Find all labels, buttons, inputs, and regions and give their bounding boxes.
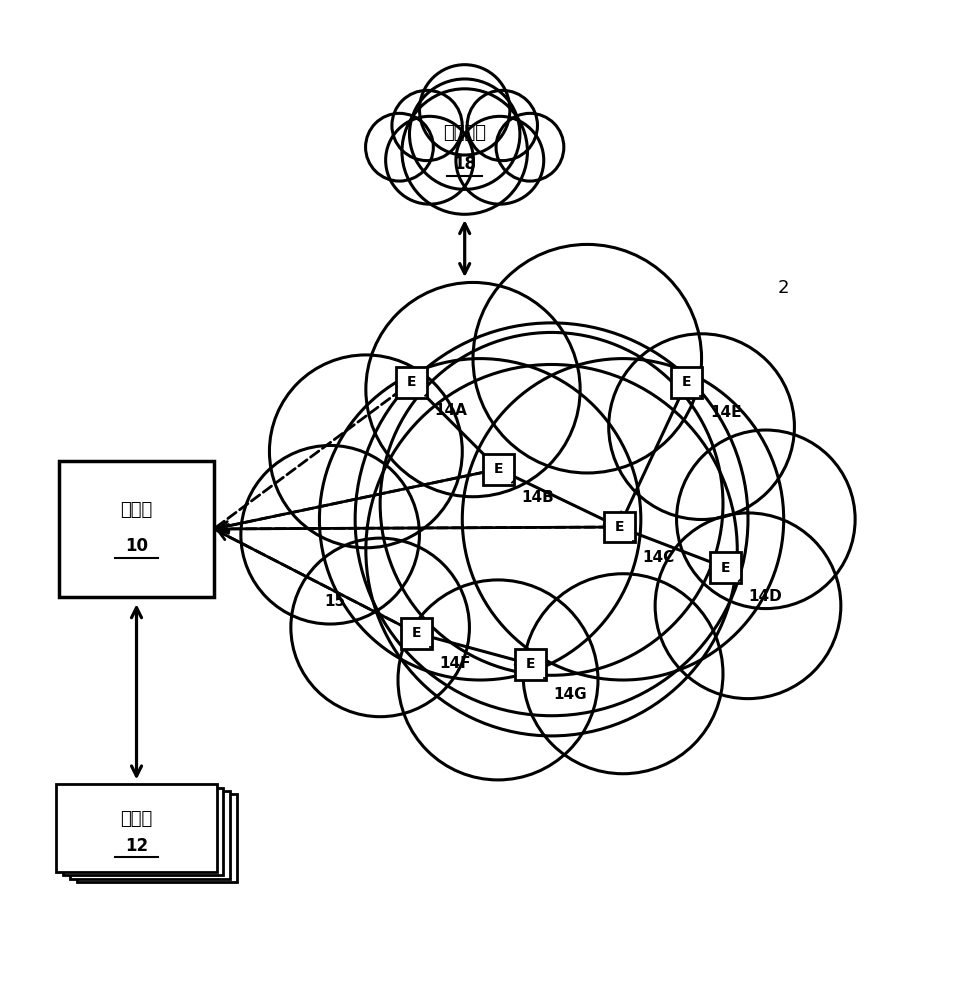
Text: E: E <box>407 375 416 389</box>
Text: E: E <box>526 657 535 671</box>
FancyBboxPatch shape <box>604 512 635 542</box>
Circle shape <box>380 332 723 675</box>
Text: E: E <box>681 375 691 389</box>
Text: E: E <box>720 561 730 575</box>
Circle shape <box>523 574 723 774</box>
Circle shape <box>473 244 702 473</box>
Circle shape <box>269 355 463 548</box>
Circle shape <box>419 65 510 155</box>
Text: E: E <box>411 626 421 640</box>
FancyBboxPatch shape <box>710 552 741 583</box>
Circle shape <box>496 113 563 181</box>
FancyBboxPatch shape <box>515 649 546 680</box>
Circle shape <box>385 116 473 204</box>
Text: 14A: 14A <box>435 403 468 418</box>
Text: 14B: 14B <box>522 490 555 505</box>
Text: 14E: 14E <box>710 405 741 420</box>
Text: 控制器: 控制器 <box>120 501 153 519</box>
Text: E: E <box>494 462 503 476</box>
Circle shape <box>290 538 469 717</box>
FancyBboxPatch shape <box>401 618 432 649</box>
FancyBboxPatch shape <box>63 788 224 875</box>
Text: 10: 10 <box>125 537 148 555</box>
Text: E: E <box>615 520 624 534</box>
FancyBboxPatch shape <box>70 791 230 879</box>
FancyBboxPatch shape <box>56 784 217 872</box>
Circle shape <box>319 359 641 680</box>
Circle shape <box>677 430 855 609</box>
Circle shape <box>398 580 598 780</box>
FancyBboxPatch shape <box>483 454 514 485</box>
Circle shape <box>655 513 841 699</box>
Circle shape <box>366 364 738 736</box>
Circle shape <box>366 282 580 497</box>
Circle shape <box>241 445 419 624</box>
Text: 14F: 14F <box>439 656 471 671</box>
FancyBboxPatch shape <box>76 794 237 882</box>
FancyBboxPatch shape <box>396 367 427 398</box>
Text: 14C: 14C <box>643 550 675 565</box>
Circle shape <box>468 90 537 161</box>
Circle shape <box>609 334 795 519</box>
Circle shape <box>355 323 748 716</box>
Text: 14D: 14D <box>748 589 782 604</box>
Circle shape <box>463 359 784 680</box>
Text: 公共网络: 公共网络 <box>443 124 486 142</box>
Text: 管理员: 管理员 <box>120 810 153 828</box>
Circle shape <box>366 113 434 181</box>
Circle shape <box>402 89 528 214</box>
FancyBboxPatch shape <box>671 367 702 398</box>
Text: 2: 2 <box>777 279 789 297</box>
Circle shape <box>456 116 544 204</box>
Circle shape <box>409 79 520 189</box>
Circle shape <box>392 90 462 161</box>
Text: 15: 15 <box>324 594 345 609</box>
FancyBboxPatch shape <box>59 461 214 597</box>
Text: 18: 18 <box>453 155 476 173</box>
Text: 14G: 14G <box>554 687 588 702</box>
Text: 12: 12 <box>125 837 148 855</box>
